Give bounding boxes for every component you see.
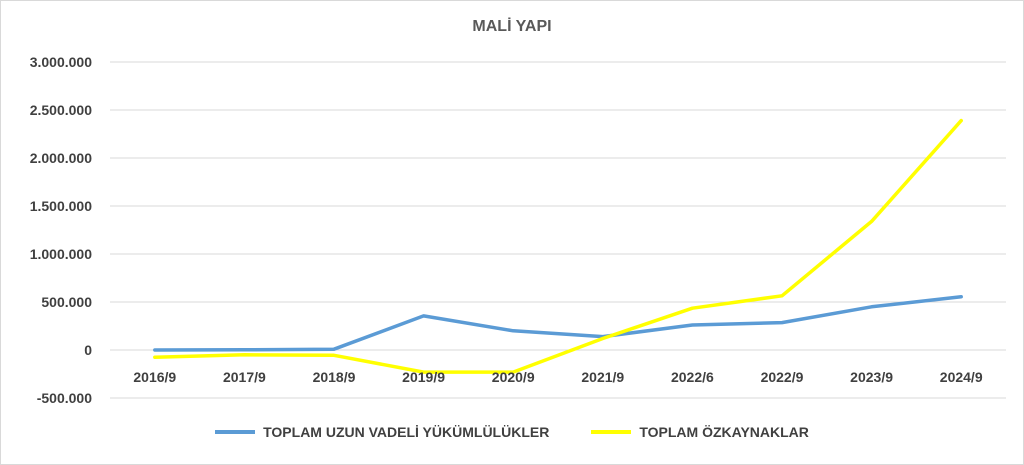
x-tick-label: 2018/9 (313, 369, 356, 385)
x-tick-label: 2023/9 (850, 369, 893, 385)
y-tick-label: 1.500.000 (30, 198, 92, 214)
x-tick-label: 2022/9 (761, 369, 804, 385)
x-tick-label: 2017/9 (223, 369, 266, 385)
y-tick-label: -500.000 (37, 390, 92, 406)
y-tick-label: 500.000 (41, 294, 92, 310)
x-tick-label: 2020/9 (492, 369, 535, 385)
y-tick-label: 2.500.000 (30, 102, 92, 118)
series-line-2 (153, 118, 963, 374)
chart-title: MALİ YAPI (472, 18, 552, 35)
x-tick-label: 2022/6 (671, 369, 714, 385)
gridlines (110, 61, 1006, 399)
series-lines (153, 118, 963, 374)
legend-label-series-2: TOPLAM ÖZKAYNAKLAR (639, 424, 809, 440)
x-tick-label: 2021/9 (581, 369, 624, 385)
y-tick-label: 3.000.000 (30, 54, 92, 70)
legend-label-series-1: TOPLAM UZUN VADELİ YÜKÜMLÜLÜKLER (263, 424, 550, 440)
y-axis-ticks: -500.000 0 500.000 1.000.000 1.500.000 2.000.… (30, 54, 93, 406)
x-tick-label: 2019/9 (402, 369, 445, 385)
series-line-1 (153, 294, 963, 352)
x-tick-label: 2024/9 (940, 369, 983, 385)
legend-item-series-1: TOPLAM UZUN VADELİ YÜKÜMLÜLÜKLER (215, 424, 549, 440)
legend-swatch-series-2 (591, 430, 632, 434)
legend-swatch-series-1 (215, 430, 256, 434)
y-tick-label: 2.000.000 (30, 150, 92, 166)
y-tick-label: 1.000.000 (30, 246, 92, 262)
y-tick-label: 0 (84, 342, 92, 358)
x-axis-ticks: 2016/9 2017/9 2018/9 2019/9 2020/9 2021/9 2022… (133, 369, 982, 385)
legend: TOPLAM UZUN VADELİ YÜKÜMLÜLÜKLER TOPLAM … (0, 424, 1024, 440)
legend-item-series-2: TOPLAM ÖZKAYNAKLAR (591, 424, 809, 440)
x-tick-label: 2016/9 (133, 369, 176, 385)
